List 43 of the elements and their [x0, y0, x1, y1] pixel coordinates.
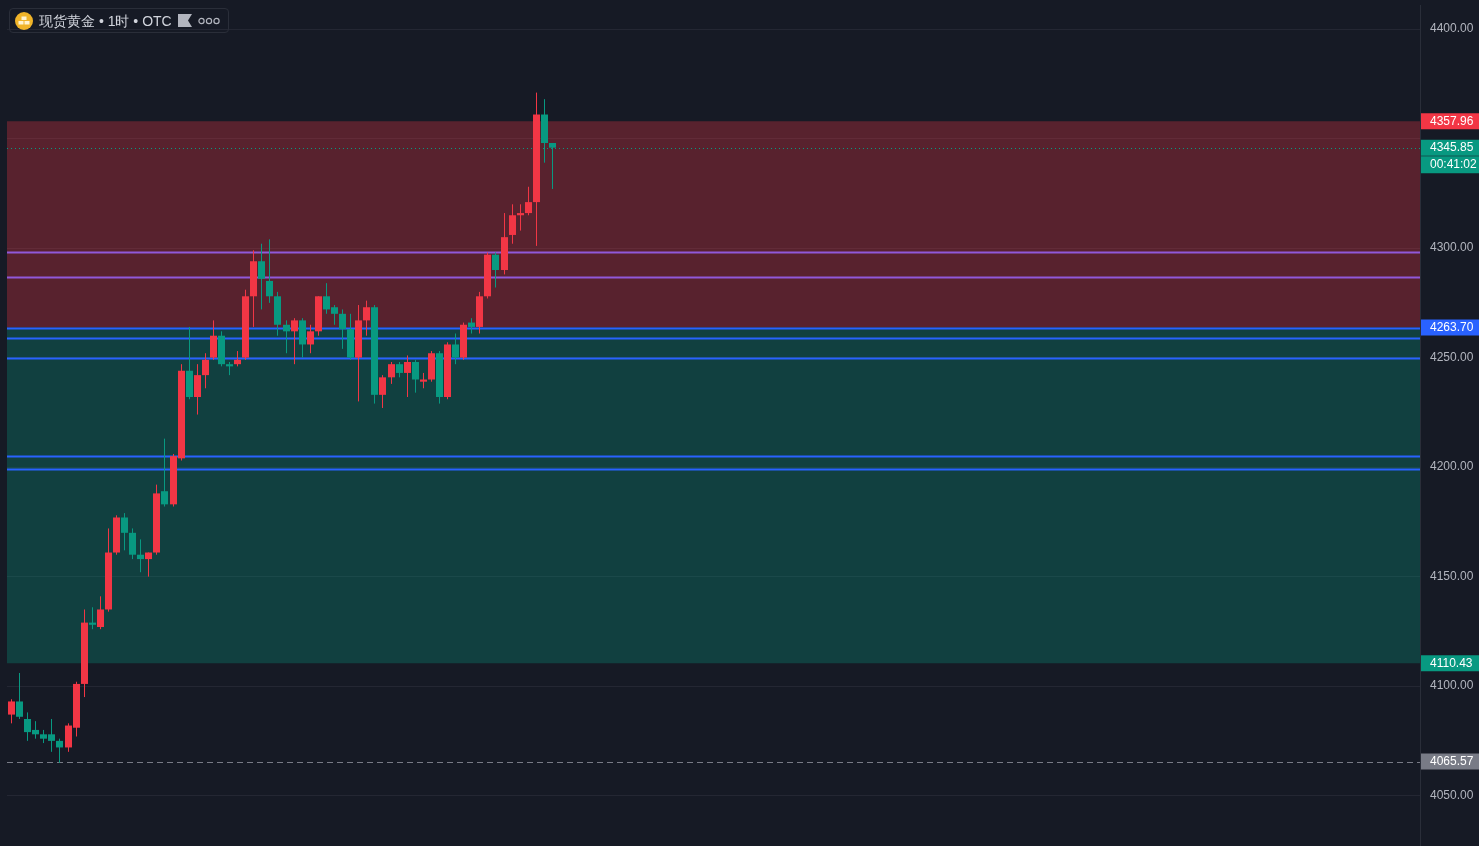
candlestick — [363, 300, 370, 337]
candlestick — [129, 527, 136, 560]
candlestick — [525, 186, 532, 216]
band-label: 4110.43 — [1430, 656, 1473, 671]
candlestick — [388, 361, 395, 385]
band-label: 4357.96 — [1430, 113, 1474, 128]
candlestick — [89, 606, 96, 630]
text: 00:41:02 — [1430, 157, 1478, 172]
ref-line-label: 4263.70 — [1430, 320, 1474, 335]
y-tick-label: 4400.00 — [1430, 21, 1474, 36]
y-tick-label: 4050.00 — [1430, 787, 1474, 802]
ref-line-label: 4345.85 — [1430, 140, 1474, 155]
candlestick — [194, 363, 201, 416]
y-tick-label: 4200.00 — [1430, 459, 1474, 474]
candlestick — [379, 374, 386, 409]
candlestick — [16, 672, 23, 720]
candlestick — [509, 203, 516, 245]
candlestick — [145, 552, 152, 578]
candlestick — [492, 251, 499, 289]
candlestick — [202, 352, 209, 389]
candlestick — [266, 238, 273, 304]
y-tick-label: 4150.00 — [1430, 568, 1474, 583]
candlestick — [258, 243, 265, 310]
candlestick — [210, 319, 217, 361]
candlestick — [283, 319, 290, 354]
candlestick — [404, 354, 411, 398]
candlestick — [412, 359, 419, 394]
candlestick — [56, 738, 63, 764]
candlestick — [291, 317, 298, 365]
y-tick-label: 4300.00 — [1430, 240, 1474, 255]
y-tick-label: 4100.00 — [1430, 678, 1474, 693]
candlestick — [307, 324, 314, 354]
text: 现货黄金 • 1时 • OTC — [39, 11, 172, 30]
candlestick — [452, 333, 459, 365]
candlestick — [8, 698, 15, 724]
candlestick — [137, 538, 144, 573]
candlestick — [121, 512, 128, 551]
candlestick — [161, 438, 168, 508]
candlestick — [339, 308, 346, 350]
ref-line-label: 4065.57 — [1430, 754, 1474, 769]
candlestick — [97, 595, 104, 630]
y-tick-label: 4250.00 — [1430, 349, 1474, 364]
candlestick — [517, 203, 524, 232]
